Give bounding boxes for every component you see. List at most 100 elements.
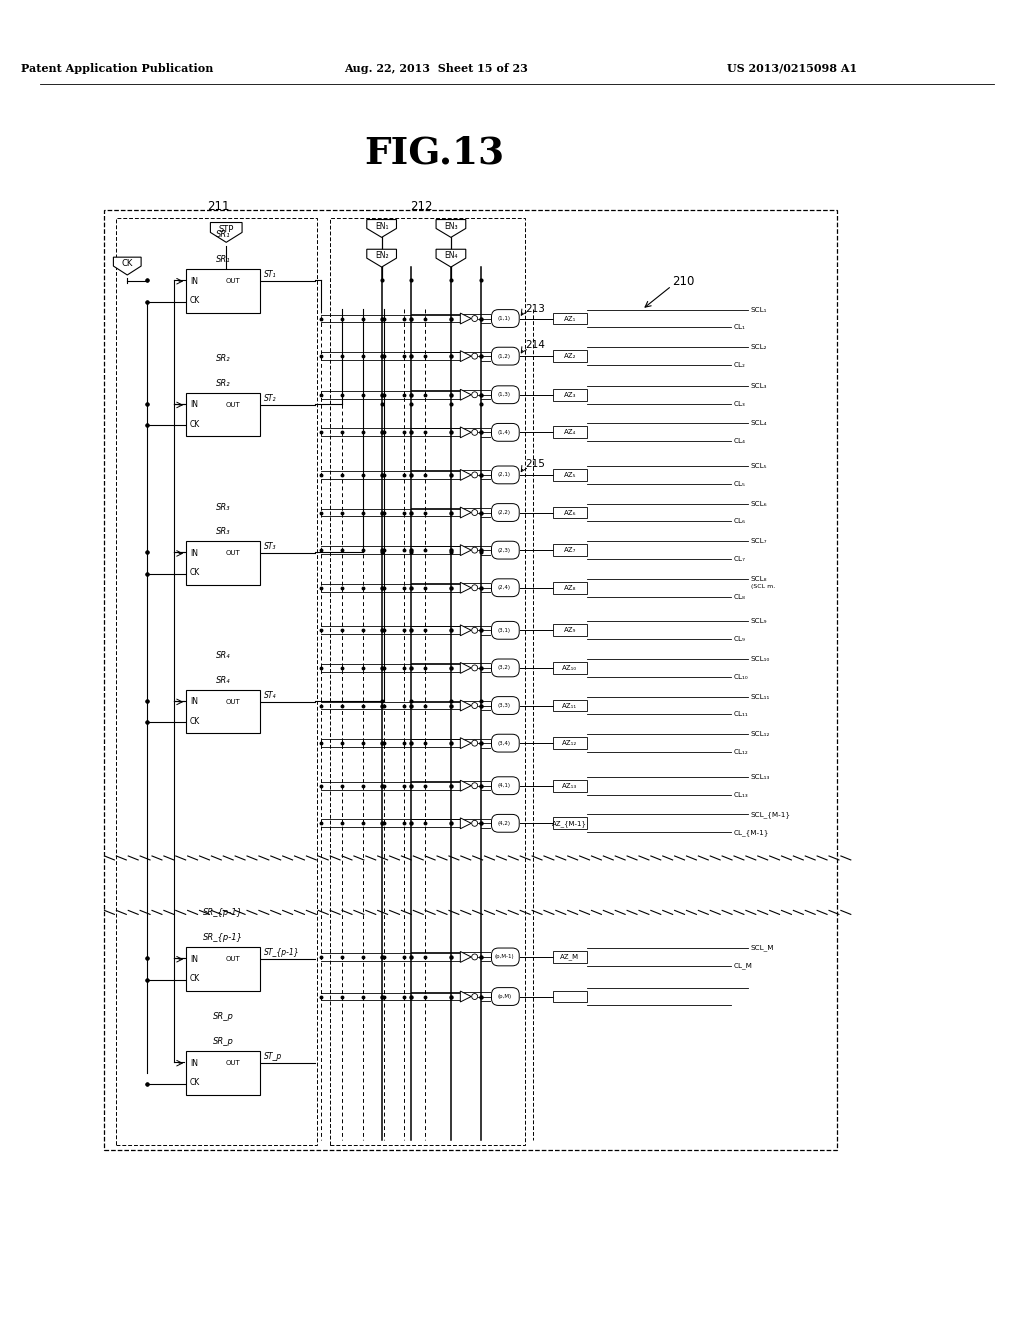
Text: (p,M): (p,M) xyxy=(498,994,511,999)
FancyBboxPatch shape xyxy=(492,734,519,752)
Bar xyxy=(490,422,520,442)
Text: CK: CK xyxy=(190,296,201,305)
FancyBboxPatch shape xyxy=(492,424,519,441)
FancyBboxPatch shape xyxy=(492,466,519,484)
Text: (2,3): (2,3) xyxy=(498,548,511,553)
Bar xyxy=(186,689,260,733)
Bar xyxy=(553,544,587,556)
Polygon shape xyxy=(461,991,471,1002)
Polygon shape xyxy=(436,219,466,238)
Text: CL₉: CL₉ xyxy=(734,636,745,643)
Text: AZ₁₂: AZ₁₂ xyxy=(562,741,578,746)
Text: ST₃: ST₃ xyxy=(264,543,276,552)
Text: CL₁₃: CL₁₃ xyxy=(734,792,749,797)
Bar xyxy=(490,776,520,796)
Text: SR₁: SR₁ xyxy=(216,231,230,239)
Text: AZ₉: AZ₉ xyxy=(563,627,575,634)
Text: SR_{p-1}: SR_{p-1} xyxy=(204,933,244,942)
Text: SCL₈: SCL₈ xyxy=(751,576,767,582)
FancyBboxPatch shape xyxy=(492,347,519,366)
FancyBboxPatch shape xyxy=(492,622,519,639)
Text: (p,M-1): (p,M-1) xyxy=(495,954,514,960)
Bar xyxy=(186,946,260,990)
Polygon shape xyxy=(461,470,471,480)
FancyBboxPatch shape xyxy=(492,579,519,597)
Text: (3,4): (3,4) xyxy=(498,741,511,746)
Text: CK: CK xyxy=(190,974,201,983)
Text: SR₃: SR₃ xyxy=(216,503,230,512)
Polygon shape xyxy=(461,780,471,791)
FancyBboxPatch shape xyxy=(492,987,519,1006)
Circle shape xyxy=(472,429,477,436)
Bar xyxy=(553,582,587,594)
Bar xyxy=(553,624,587,636)
Text: AZ₁₃: AZ₁₃ xyxy=(562,783,578,789)
Text: SCL₁₀: SCL₁₀ xyxy=(751,656,770,663)
Circle shape xyxy=(472,741,477,746)
FancyBboxPatch shape xyxy=(492,659,519,677)
Text: AZ₆: AZ₆ xyxy=(563,510,575,516)
Text: SR₁: SR₁ xyxy=(216,255,230,264)
Polygon shape xyxy=(210,223,242,243)
Polygon shape xyxy=(461,818,471,829)
FancyBboxPatch shape xyxy=(492,504,519,521)
Bar xyxy=(553,990,587,1002)
Bar xyxy=(186,541,260,585)
Text: CL₇: CL₇ xyxy=(734,556,745,562)
Text: CK: CK xyxy=(190,420,201,429)
Polygon shape xyxy=(461,582,471,593)
Text: EN₄: EN₄ xyxy=(444,251,458,260)
Bar xyxy=(186,393,260,437)
Bar xyxy=(490,659,520,677)
Text: CL_{M-1}: CL_{M-1} xyxy=(734,829,769,836)
Bar xyxy=(553,661,587,673)
Text: SCL₄: SCL₄ xyxy=(751,421,767,426)
Text: AZ₃: AZ₃ xyxy=(563,392,575,397)
Bar xyxy=(490,813,520,833)
Text: CL₆: CL₆ xyxy=(734,519,746,524)
Text: IN: IN xyxy=(190,954,198,964)
Text: AZ₈: AZ₈ xyxy=(563,585,575,591)
Text: (2,2): (2,2) xyxy=(498,510,511,515)
Bar xyxy=(490,465,520,484)
Bar xyxy=(490,620,520,640)
Polygon shape xyxy=(461,313,471,323)
Text: AZ₄: AZ₄ xyxy=(563,429,575,436)
Text: ST₁: ST₁ xyxy=(264,271,276,280)
Text: OUT: OUT xyxy=(225,403,240,408)
Text: AZ₂: AZ₂ xyxy=(563,354,575,359)
Text: IN: IN xyxy=(190,277,198,285)
Circle shape xyxy=(472,994,477,999)
Bar xyxy=(553,507,587,519)
Text: ST_p: ST_p xyxy=(264,1052,283,1061)
Text: IN: IN xyxy=(190,1059,198,1068)
Circle shape xyxy=(472,585,477,591)
Polygon shape xyxy=(461,507,471,517)
Bar xyxy=(186,1051,260,1094)
Polygon shape xyxy=(461,700,471,711)
Text: (2,1): (2,1) xyxy=(498,473,511,478)
Text: SR₄: SR₄ xyxy=(216,676,230,685)
Text: CK: CK xyxy=(190,568,201,577)
Text: SCL₉: SCL₉ xyxy=(751,618,767,624)
FancyBboxPatch shape xyxy=(492,948,519,966)
Bar xyxy=(490,986,520,1006)
Bar xyxy=(553,780,587,792)
Circle shape xyxy=(472,820,477,826)
Polygon shape xyxy=(436,249,466,267)
Polygon shape xyxy=(367,219,396,238)
Text: SR_{p-1}: SR_{p-1} xyxy=(204,908,244,917)
Text: SR₃: SR₃ xyxy=(216,527,230,536)
Bar xyxy=(490,346,520,366)
Text: EN₃: EN₃ xyxy=(444,222,458,231)
Bar xyxy=(490,540,520,560)
Text: SCL₆: SCL₆ xyxy=(751,500,767,507)
Text: SR_p: SR_p xyxy=(213,1012,233,1022)
Polygon shape xyxy=(461,663,471,673)
Text: (3,1): (3,1) xyxy=(498,628,511,632)
Text: SCL₅: SCL₅ xyxy=(751,463,767,469)
Bar xyxy=(553,737,587,748)
Text: Patent Application Publication: Patent Application Publication xyxy=(22,62,214,74)
Polygon shape xyxy=(461,426,471,438)
Text: (3,2): (3,2) xyxy=(498,665,511,671)
